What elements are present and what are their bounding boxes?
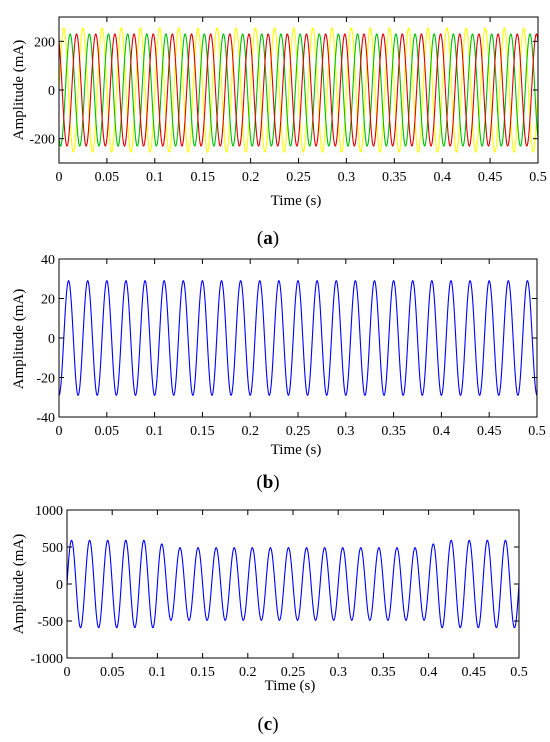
plot-area-c: 0 0.05 0.1 0.15 0.2 0.25 0.3 0.35 0.4 0.45 0.5 1000… [30,504,527,680]
x-axis-label-c: Time (s) [265,678,316,694]
x-tick-label-c: 0.05 [100,665,125,680]
y-tick-label-c: 500 [42,541,63,556]
plot-area-a: 0 0.05 0.1 0.15 0.2 0.25 0.3 0.35 0.4 0.45 0.5 200 0… [29,16,547,185]
caption-a: (a) [257,228,279,249]
caption-c: (c) [257,714,278,735]
x-tick-label-b: 0.3 [337,424,355,439]
x-tick-label-b: 0.45 [477,424,502,439]
x-tick-label-c: 0.45 [462,665,487,680]
y-tick-label-c: -1000 [30,652,63,667]
x-tick-label-a: 0 [56,170,63,185]
x-tick-label-b: 0.35 [381,424,406,439]
x-tick-label-b: 0.4 [433,424,451,439]
caption-b: (b) [256,472,279,493]
x-tick-label-b: 0.5 [528,424,546,439]
series-line-b-1 [59,280,537,396]
y-tick-label-a: 0 [48,84,55,99]
y-tick-label-b: 40 [41,253,55,268]
y-tick-label-c: -500 [37,615,63,630]
series-line-a-2 [59,33,538,147]
y-tick-label-c: 1000 [35,504,63,519]
y-tick-label-c: 0 [56,578,63,593]
series-line-c-1 [67,539,519,629]
y-axis-label-b: Amplitude (mA) [11,289,27,389]
x-tick-label-c: 0.5 [510,665,528,680]
x-tick-label-b: 0 [56,424,63,439]
x-tick-label-a: 0.15 [190,170,215,185]
y-tick-label-b: 0 [48,332,55,347]
plot-area-b: 0 0.05 0.1 0.15 0.2 0.25 0.3 0.35 0.4 0.45 0.5 40 20… [36,253,545,439]
y-axis-label-a: Amplitude (mA) [11,40,27,140]
x-tick-label-c: 0.15 [190,665,215,680]
x-tick-label-a: 0.45 [478,170,503,185]
x-tick-label-a: 0.25 [286,170,311,185]
y-tick-label-a: 200 [34,35,55,50]
y-tick-label-b: 20 [41,293,55,308]
x-tick-label-c: 0.4 [420,665,438,680]
y-axis-label-c: Amplitude (mA) [11,534,27,634]
x-tick-label-c: 0.1 [149,665,167,680]
x-tick-label-a: 0.3 [338,170,356,185]
x-tick-label-a: 0.05 [95,170,120,185]
series-line-a-1 [59,27,538,153]
chart-panel-b: 0 0.05 0.1 0.15 0.2 0.25 0.3 0.35 0.4 0.45 0.5 40 20… [11,253,546,493]
series-line-a-3 [59,33,538,147]
chart-panel-a: 0 0.05 0.1 0.15 0.2 0.25 0.3 0.35 0.4 0.45 0.5 200 0… [11,16,547,249]
x-tick-label-b: 0.1 [146,424,164,439]
x-tick-label-c: 0.25 [281,665,306,680]
y-tick-label-a: -200 [29,133,55,148]
x-tick-label-b: 0.2 [241,424,259,439]
x-tick-label-c: 0.2 [239,665,257,680]
x-axis-label-b: Time (s) [271,442,322,458]
x-tick-label-a: 0.35 [382,170,407,185]
x-tick-label-a: 0.1 [146,170,164,185]
x-axis-label-a: Time (s) [271,193,322,209]
x-tick-label-b: 0.15 [190,424,215,439]
x-tick-label-a: 0.5 [529,170,547,185]
x-tick-label-b: 0.25 [286,424,311,439]
chart-panel-c: 0 0.05 0.1 0.15 0.2 0.25 0.3 0.35 0.4 0.45 0.5 1000… [11,504,528,735]
x-tick-label-c: 0 [64,665,71,680]
x-tick-label-b: 0.05 [95,424,120,439]
x-tick-label-c: 0.3 [329,665,347,680]
x-tick-label-c: 0.35 [371,665,396,680]
x-tick-label-a: 0.4 [433,170,451,185]
y-tick-label-b: -20 [36,372,55,387]
y-tick-label-b: -40 [36,411,55,426]
x-tick-label-a: 0.2 [242,170,260,185]
